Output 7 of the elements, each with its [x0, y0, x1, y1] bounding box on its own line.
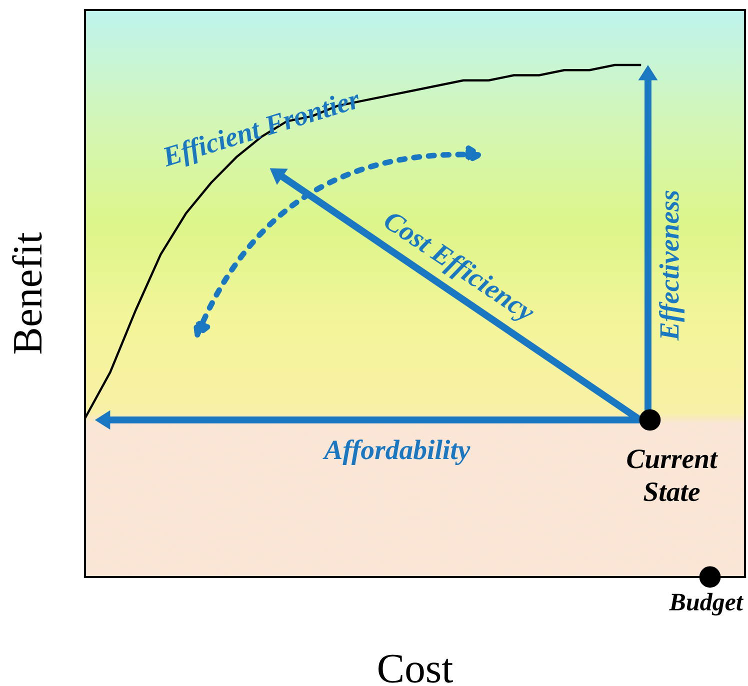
annotation: Affordability: [322, 439, 470, 466]
y-axis-title: Benefit: [12, 232, 42, 354]
text: Budget: [669, 592, 744, 616]
x-axis-title: Cost: [378, 654, 453, 683]
annotation: Current State: [627, 450, 718, 502]
annotation: Efficient Frontier: [160, 88, 364, 172]
text: Effectiveness: [659, 190, 684, 341]
